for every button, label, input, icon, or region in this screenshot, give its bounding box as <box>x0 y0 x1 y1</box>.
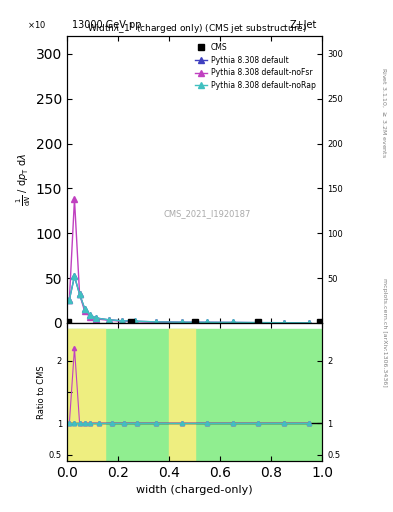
Pythia 8.308 default-noFsr <box>179 319 184 326</box>
Pythia 8.308 default-noFsr <box>72 196 77 202</box>
Pythia 8.308 default-noFsr <box>205 319 210 326</box>
Pythia 8.308 default <box>179 319 184 325</box>
Pythia 8.308 default-noRap <box>119 317 124 324</box>
Pythia 8.308 default-noRap <box>307 319 312 326</box>
Pythia 8.308 default <box>154 319 158 325</box>
Pythia 8.308 default <box>67 296 72 303</box>
Pythia 8.308 default <box>107 317 111 323</box>
Pythia 8.308 default <box>281 319 286 326</box>
Line: Pythia 8.308 default-noFsr: Pythia 8.308 default-noFsr <box>66 197 312 326</box>
Pythia 8.308 default <box>77 291 82 297</box>
Pythia 8.308 default-noFsr <box>119 318 124 324</box>
Pythia 8.308 default-noRap <box>154 319 158 325</box>
Line: CMS: CMS <box>65 319 323 325</box>
Pythia 8.308 default-noFsr <box>94 316 99 322</box>
Pythia 8.308 default-noFsr <box>83 308 87 314</box>
Pythia 8.308 default-noRap <box>107 317 111 323</box>
Pythia 8.308 default-noFsr <box>307 320 312 326</box>
Pythia 8.308 default-noFsr <box>281 319 286 326</box>
Y-axis label: Ratio to CMS: Ratio to CMS <box>37 365 46 419</box>
Pythia 8.308 default-noFsr <box>154 319 158 325</box>
Pythia 8.308 default-noRap <box>72 273 77 280</box>
Pythia 8.308 default-noRap <box>256 319 261 326</box>
Text: 13000 GeV pp: 13000 GeV pp <box>72 20 141 30</box>
Pythia 8.308 default-noFsr <box>77 291 82 297</box>
Line: Pythia 8.308 default-noRap: Pythia 8.308 default-noRap <box>66 273 312 326</box>
Pythia 8.308 default <box>87 312 92 318</box>
Pythia 8.308 default <box>94 315 99 321</box>
Text: Width$\lambda$_1$^1$ (charged only) (CMS jet substructure): Width$\lambda$_1$^1$ (charged only) (CMS… <box>87 22 307 36</box>
Pythia 8.308 default-noRap <box>132 318 137 324</box>
Pythia 8.308 default-noFsr <box>87 314 92 320</box>
Pythia 8.308 default <box>119 317 124 324</box>
Line: Pythia 8.308 default: Pythia 8.308 default <box>66 273 312 326</box>
CMS <box>192 319 197 325</box>
Text: Rivet 3.1.10, $\geq$ 3.2M events: Rivet 3.1.10, $\geq$ 3.2M events <box>380 67 387 158</box>
Text: mcplots.cern.ch [arXiv:1306.3436]: mcplots.cern.ch [arXiv:1306.3436] <box>382 279 387 387</box>
Y-axis label: $\frac{1}{\mathrm{d}N}$ / $\mathrm{d}p_\mathrm{T}$ $\mathrm{d}\lambda$: $\frac{1}{\mathrm{d}N}$ / $\mathrm{d}p_\… <box>15 153 33 206</box>
Legend: CMS, Pythia 8.308 default, Pythia 8.308 default-noFsr, Pythia 8.308 default-noRa: CMS, Pythia 8.308 default, Pythia 8.308 … <box>192 39 318 93</box>
Pythia 8.308 default-noFsr <box>67 296 72 303</box>
Pythia 8.308 default <box>83 306 87 312</box>
Pythia 8.308 default-noFsr <box>132 318 137 325</box>
Pythia 8.308 default <box>256 319 261 326</box>
Pythia 8.308 default <box>205 319 210 326</box>
Pythia 8.308 default-noRap <box>67 296 72 303</box>
Pythia 8.308 default <box>230 319 235 326</box>
Text: Z+Jet: Z+Jet <box>290 20 317 30</box>
Pythia 8.308 default-noRap <box>281 319 286 326</box>
Pythia 8.308 default-noRap <box>94 315 99 321</box>
Pythia 8.308 default-noRap <box>230 319 235 326</box>
Text: CMS_2021_I1920187: CMS_2021_I1920187 <box>163 209 251 218</box>
CMS <box>129 319 133 325</box>
Pythia 8.308 default-noRap <box>87 312 92 318</box>
Pythia 8.308 default <box>72 273 77 280</box>
Text: $\times$10: $\times$10 <box>27 19 46 30</box>
Pythia 8.308 default-noRap <box>83 306 87 312</box>
Pythia 8.308 default-noRap <box>77 291 82 297</box>
CMS <box>318 319 322 325</box>
Pythia 8.308 default <box>307 319 312 326</box>
Pythia 8.308 default-noFsr <box>107 317 111 324</box>
Pythia 8.308 default <box>132 318 137 324</box>
X-axis label: width (charged-only): width (charged-only) <box>136 485 253 495</box>
Pythia 8.308 default-noRap <box>205 319 210 326</box>
Pythia 8.308 default-noFsr <box>256 319 261 326</box>
CMS <box>66 319 70 325</box>
CMS <box>256 319 261 325</box>
Pythia 8.308 default-noRap <box>179 319 184 325</box>
Pythia 8.308 default-noFsr <box>230 319 235 326</box>
